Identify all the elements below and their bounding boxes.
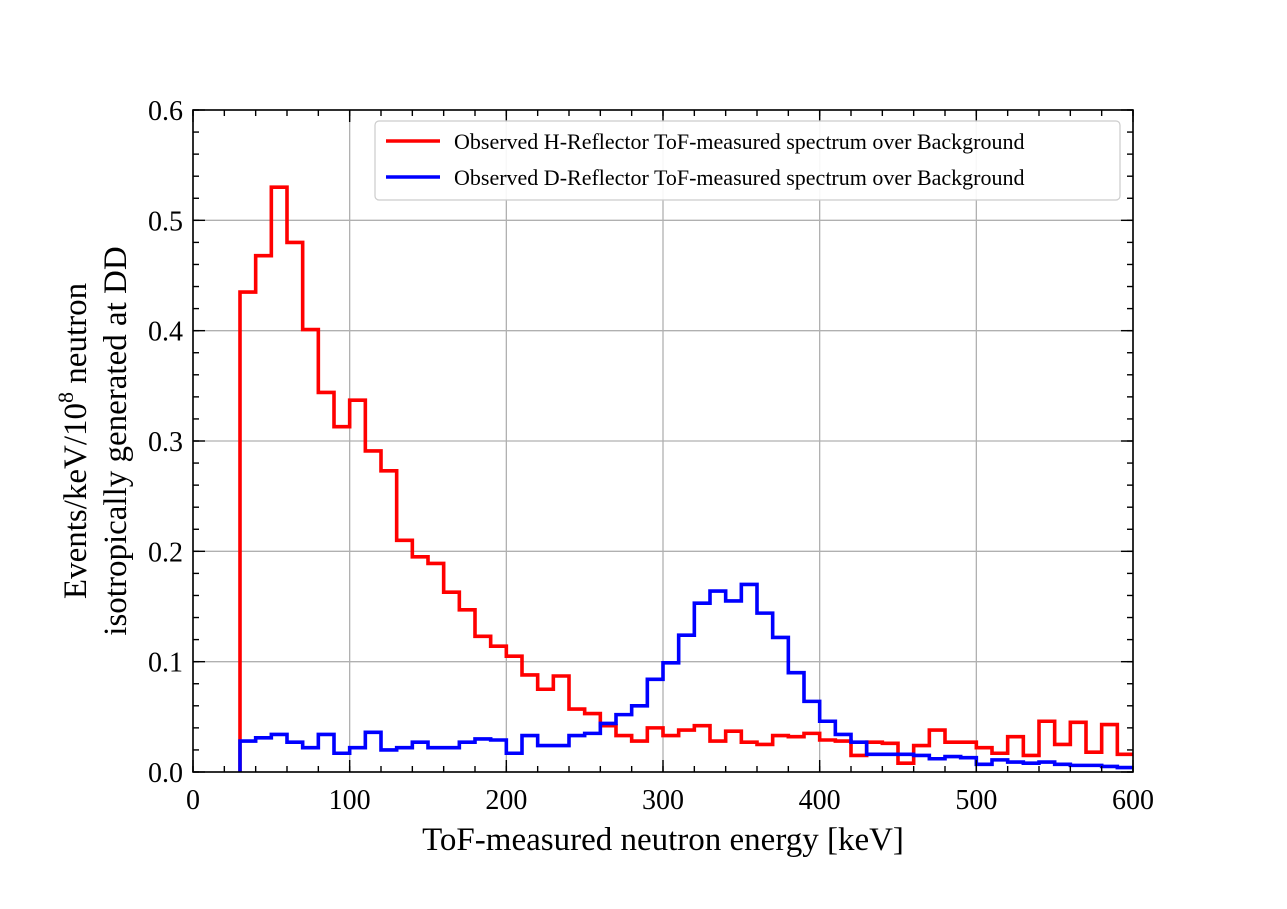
x-tick-label: 300: [642, 785, 684, 816]
x-axis-label: ToF-measured neutron energy [keV]: [422, 822, 904, 858]
y-tick-label: 0.5: [148, 206, 183, 237]
y-tick-label: 0.3: [148, 427, 183, 458]
y-axis-label-line2: isotropically generated at DD: [98, 246, 134, 635]
x-tick-label: 600: [1112, 785, 1154, 816]
y-tick-label: 0.2: [148, 537, 183, 568]
legend-frame: [374, 120, 1121, 201]
y-tick-label: 0.0: [148, 758, 183, 789]
y-tick-label: 0.1: [148, 648, 183, 679]
legend-label-h-reflector: Observed H-Reflector ToF-measured spectr…: [454, 129, 1025, 154]
x-tick-label: 400: [799, 785, 841, 816]
x-tick-label: 500: [955, 785, 997, 816]
ticks: [192, 109, 1134, 773]
tick-labels: 0 100 200 300 400 500 600 0.0 0.1 0.2 0.3 0.4 0.5 0.6: [148, 96, 1154, 816]
series-h-reflector: [238, 185, 1133, 772]
x-tick-label: 200: [485, 785, 527, 816]
y-tick-label: 0.6: [148, 96, 183, 127]
legend: Observed H-Reflector ToF-measured spectr…: [374, 120, 1121, 201]
x-tick-label: 0: [186, 785, 200, 816]
y-axis-label-line1: Events/keV/108 neutron: [53, 283, 94, 599]
y-axis-label: Events/keV/108 neutron isotropically gen…: [53, 246, 134, 635]
legend-label-d-reflector: Observed D-Reflector ToF-measured spectr…: [454, 165, 1025, 190]
y-tick-label: 0.4: [148, 317, 183, 348]
x-tick-label: 100: [329, 785, 371, 816]
